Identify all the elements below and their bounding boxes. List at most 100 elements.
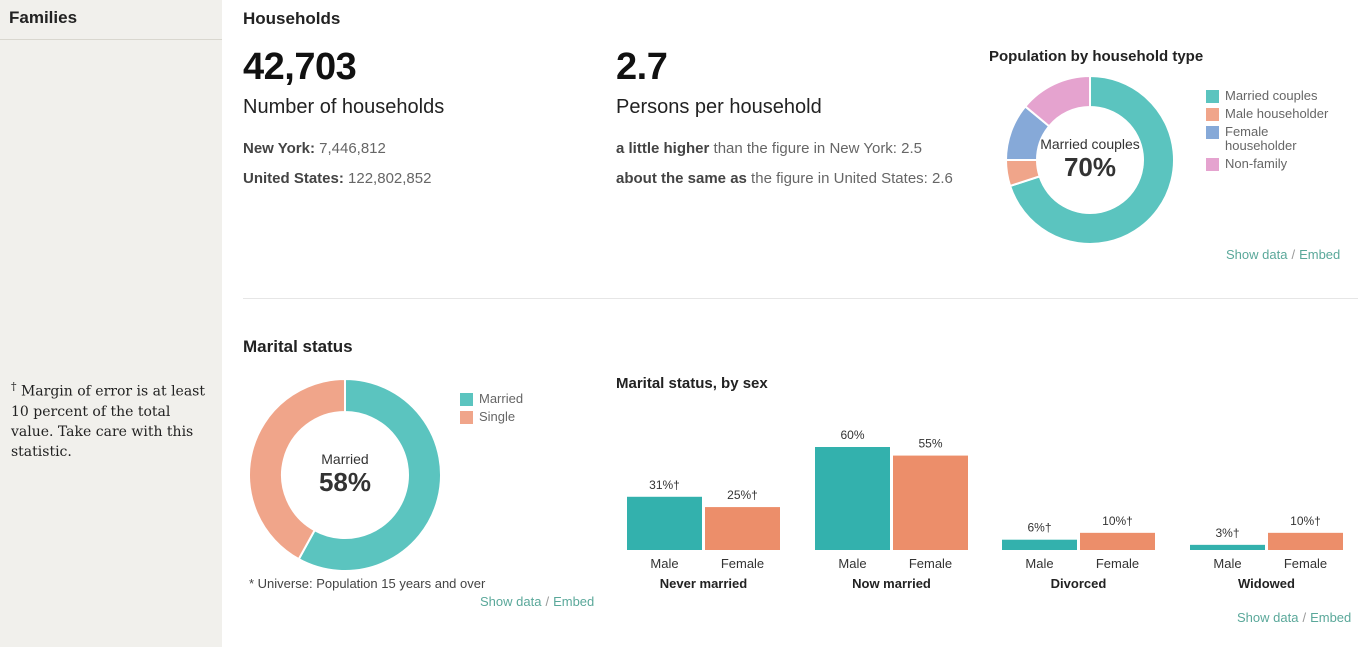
show-data-link[interactable]: Show data (480, 594, 542, 609)
comparison-new-york: New York: 7,446,812 (243, 140, 386, 157)
bar-sex-label: Male (838, 556, 866, 571)
marital-by-sex-bar-chart: 31%† Male 25%† Female Never married 60% Male 55… (627, 428, 1343, 591)
donut-center-label: Married couples (1040, 136, 1140, 152)
donut-center-value: 58% (318, 467, 372, 497)
legend-item-male-householder[interactable]: Male householder (1206, 107, 1356, 121)
bar-value-label: 60% (840, 428, 864, 442)
persons-per-household: 2.7 (616, 46, 668, 88)
comparison-united-states: United States: 122,802,852 (243, 170, 431, 187)
embed-link[interactable]: Embed (553, 594, 595, 609)
bar-sex-label: Male (650, 556, 678, 571)
show-data-link[interactable]: Show data (1237, 610, 1299, 625)
comparison-text: than the figure in New York: 2.5 (709, 140, 922, 157)
bar-category-label: Widowed (1238, 576, 1295, 591)
household-type-donut (1004, 74, 1175, 245)
donut-center-label: Married (321, 451, 369, 467)
legend-label: Married (479, 391, 524, 406)
embed-link[interactable]: Embed (1299, 247, 1341, 262)
link-separator: / (1291, 247, 1296, 262)
households-count: 42,703 (243, 46, 357, 88)
bar-category-label: Divorced (1051, 576, 1107, 591)
bar-sex-label: Female (1284, 556, 1327, 571)
marital-donut-center: Married 58% (295, 451, 395, 498)
marital-status-heading: Marital status (243, 337, 353, 356)
note-text: Margin of error is at least 10 percent o… (11, 383, 205, 460)
bar-category-label: Never married (660, 576, 747, 591)
comparison-text: the figure in United States: 2.6 (746, 170, 953, 187)
household-type-links: Show data / Embed (1226, 247, 1340, 262)
legend-swatch (460, 411, 473, 424)
comparison-place: New York: (243, 140, 315, 157)
comparison-place: United States: (243, 170, 344, 187)
marital-by-sex-chart-title: Marital status, by sex (616, 375, 768, 392)
marital-by-sex-links: Show data / Embed (1237, 610, 1351, 625)
bar-value-label: 10%† (1102, 514, 1133, 528)
legend-item-non-family[interactable]: Non-family (1206, 157, 1356, 171)
link-separator: / (545, 594, 550, 609)
bar-never-married-male[interactable] (627, 496, 702, 550)
link-separator: / (1302, 610, 1307, 625)
bar-value-label: 10%† (1290, 514, 1321, 528)
donut-slice-married[interactable] (297, 377, 442, 572)
bar-value-label: 6%† (1027, 521, 1051, 535)
persons-per-household-label: Persons per household (616, 96, 822, 118)
bar-value-label: 55% (918, 437, 942, 451)
universe-note: * Universe: Population 15 years and over (249, 576, 486, 591)
persons-comparison-ny: a little higher than the figure in New Y… (616, 140, 922, 157)
bar-sex-label: Male (1213, 556, 1241, 571)
bar-sex-label: Female (721, 556, 764, 571)
bar-sex-label: Female (909, 556, 952, 571)
legend-label: Single (479, 409, 516, 424)
bar-now-married-female[interactable] (893, 455, 968, 550)
households-count-label: Number of households (243, 96, 445, 118)
legend-item-single[interactable]: Single (460, 410, 523, 424)
bar-value-label: 31%† (649, 478, 680, 492)
bar-value-label: 3%† (1215, 526, 1239, 540)
bar-divorced-female[interactable] (1080, 532, 1155, 550)
sidebar-title[interactable]: Families (0, 0, 222, 40)
bar-widowed-female[interactable] (1268, 532, 1343, 550)
comparison-value: 122,802,852 (348, 170, 432, 187)
legend-label: Married couples (1225, 88, 1318, 103)
donut-slice-non-family[interactable] (1023, 74, 1091, 128)
legend-item-female-householder[interactable]: Female householder (1206, 125, 1356, 153)
bar-never-married-female[interactable] (705, 507, 780, 550)
bar-value-label: 25%† (727, 488, 758, 502)
bar-sex-label: Female (1096, 556, 1139, 571)
bar-divorced-male[interactable] (1002, 539, 1077, 550)
legend-swatch (1206, 90, 1219, 103)
persons-comparison-us: about the same as the figure in United S… (616, 170, 953, 187)
households-heading: Households (243, 9, 341, 28)
comparison-value: 7,446,812 (319, 140, 386, 157)
marital-status-donut (248, 377, 442, 572)
legend-swatch (460, 393, 473, 406)
legend-label: Female householder (1225, 124, 1297, 153)
sidebar: Families † Margin of error is at least 1… (0, 0, 222, 647)
household-type-chart-title: Population by household type (989, 48, 1204, 65)
legend-label: Non-family (1225, 156, 1288, 171)
marital-status-links: Show data / Embed (480, 594, 594, 609)
dagger-mark: † (11, 380, 17, 393)
donut-slice-single[interactable] (248, 377, 346, 561)
donut-slice-married-couples[interactable] (1008, 74, 1175, 245)
marital-status-legend: Married Single (460, 392, 523, 428)
bar-now-married-male[interactable] (815, 447, 890, 550)
legend-swatch (1206, 126, 1219, 139)
legend-swatch (1206, 108, 1219, 121)
comparison-qualifier: about the same as (616, 170, 747, 187)
bar-category-label: Now married (852, 576, 931, 591)
section-divider (243, 298, 1358, 299)
show-data-link[interactable]: Show data (1226, 247, 1288, 262)
margin-of-error-note: † Margin of error is at least 10 percent… (11, 377, 216, 462)
legend-item-married[interactable]: Married (460, 392, 523, 406)
comparison-qualifier: a little higher (616, 140, 710, 157)
donut-center-value: 70% (1063, 152, 1117, 182)
legend-label: Male householder (1225, 106, 1329, 121)
embed-link[interactable]: Embed (1310, 610, 1352, 625)
bar-widowed-male[interactable] (1190, 544, 1265, 550)
household-type-legend: Married couples Male householder Female … (1206, 89, 1356, 175)
bar-sex-label: Male (1025, 556, 1053, 571)
household-type-donut-center: Married couples 70% (1030, 136, 1150, 183)
legend-swatch (1206, 158, 1219, 171)
legend-item-married-couples[interactable]: Married couples (1206, 89, 1356, 103)
